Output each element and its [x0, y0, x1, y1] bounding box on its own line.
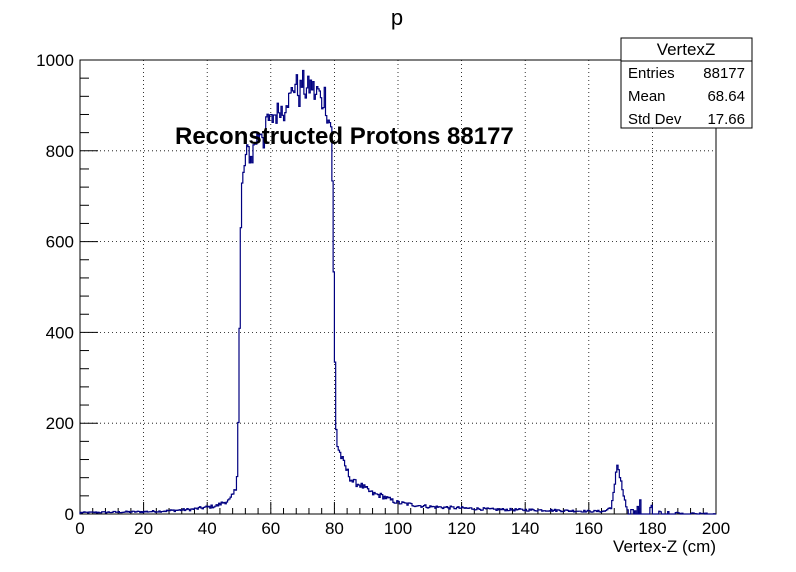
stats-mean-label: Mean	[628, 88, 666, 105]
x-tick-label: 40	[198, 519, 217, 538]
stats-box-title: VertexZ	[657, 40, 716, 59]
x-tick-label: 160	[575, 519, 603, 538]
histogram-line	[79, 69, 716, 515]
y-tick-label: 200	[46, 414, 74, 433]
x-axis-label: Vertex-Z (cm)	[613, 537, 716, 556]
chart-title: p	[391, 5, 403, 30]
x-tick-label: 20	[134, 519, 153, 538]
x-tick-label: 60	[261, 519, 280, 538]
y-tick-label: 600	[46, 233, 74, 252]
x-tick-labels: 0 20 40 60 80 100 120 140 160 180 200	[75, 519, 730, 538]
x-tick-label: 180	[638, 519, 666, 538]
x-tick-label: 140	[511, 519, 539, 538]
y-tick-label: 1000	[36, 51, 74, 70]
x-tick-label: 100	[384, 519, 412, 538]
y-tick-label: 800	[46, 142, 74, 161]
stats-stddev-label: Std Dev	[628, 111, 682, 128]
x-tick-label: 120	[447, 519, 475, 538]
stats-box: VertexZ Entries 88177 Mean 68.64 Std Dev…	[620, 37, 753, 129]
y-tick-label: 400	[46, 323, 74, 342]
x-tick-label: 0	[75, 519, 84, 538]
plot-frame	[79, 59, 717, 515]
stats-entries-value: 88177	[703, 65, 745, 82]
stats-box-frame	[620, 37, 753, 129]
y-tick-labels: 0 200 400 600 800 1000	[36, 51, 74, 524]
x-tick-label: 80	[325, 519, 344, 538]
stats-entries-label: Entries	[628, 65, 675, 82]
stats-stddev-value: 17.66	[707, 111, 745, 128]
stats-mean-value: 68.64	[707, 88, 745, 105]
plot-annotation: Reconstructed Protons 88177	[175, 123, 514, 150]
y-tick-label: 0	[65, 505, 74, 524]
x-tick-label: 200	[702, 519, 730, 538]
